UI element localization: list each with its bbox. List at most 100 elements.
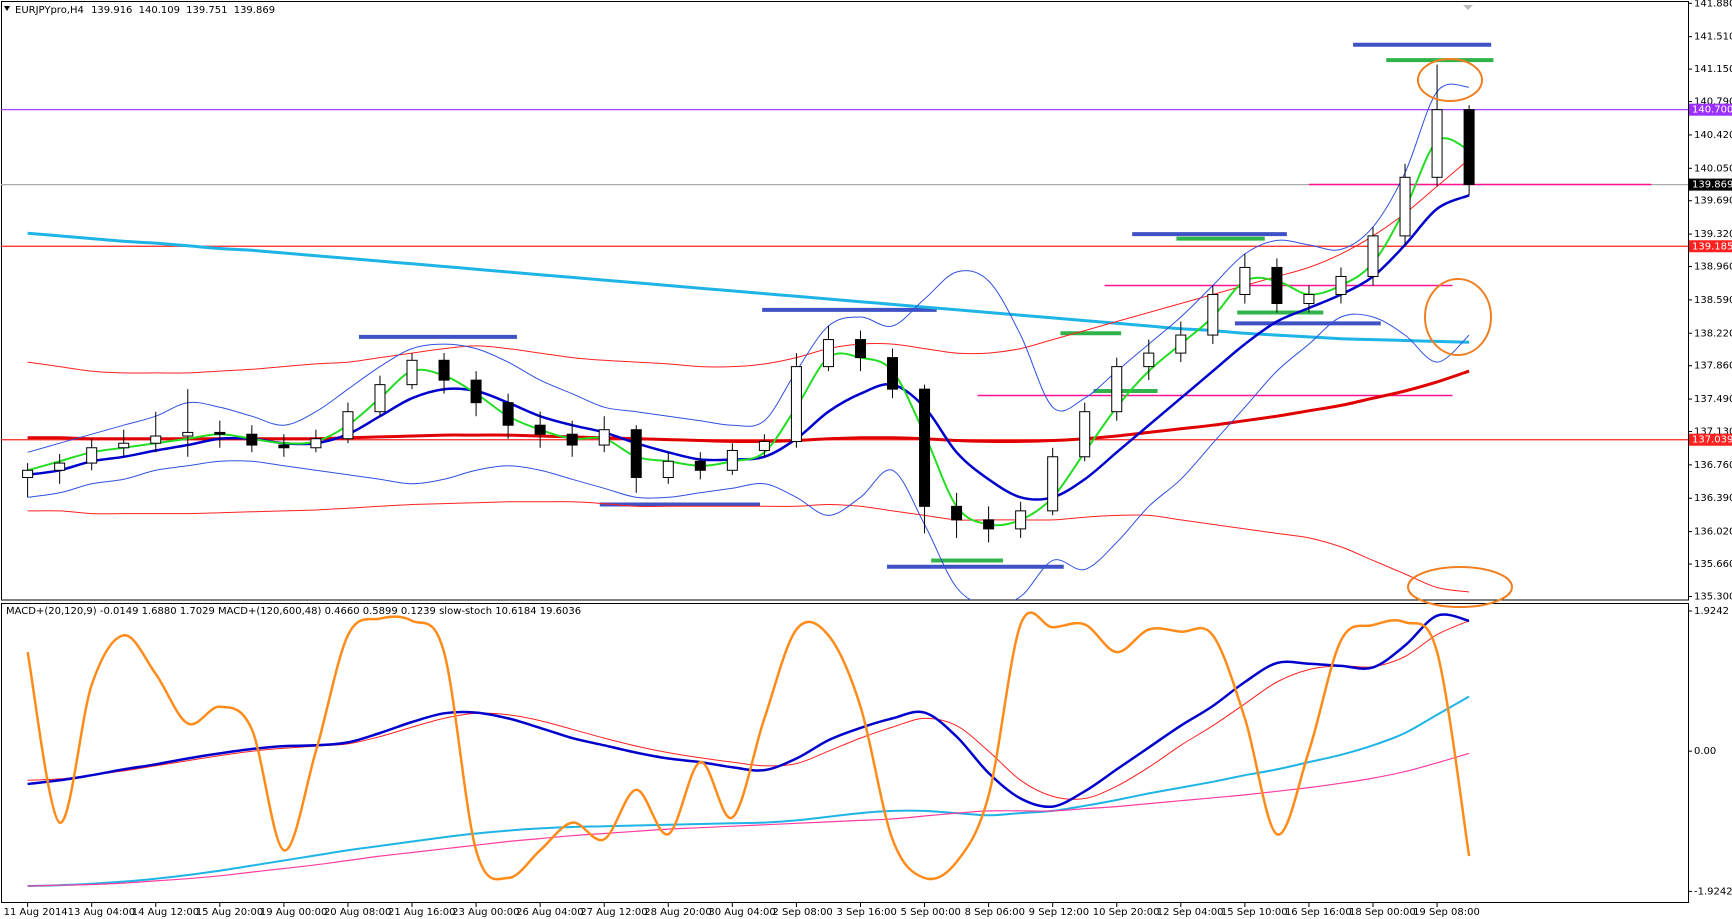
indicator-panel-frame	[1, 603, 1689, 903]
x-tick-label: 27 Aug 12:00	[580, 907, 647, 918]
x-tick-label: 5 Sep 00:00	[901, 907, 961, 918]
level-price-box	[1689, 103, 1732, 116]
candle-body	[1303, 293, 1315, 305]
x-tick-label: 23 Aug 00:00	[452, 907, 519, 918]
annotations	[4, 5, 1513, 608]
y-tick-label: 0.00	[1694, 746, 1716, 757]
candle-body	[662, 460, 674, 478]
x-tick-label: 15 Aug 20:00	[196, 907, 263, 918]
indicator-line	[27, 158, 1470, 374]
candle-body	[534, 424, 546, 435]
y-tick-label: 139.690	[1694, 196, 1732, 207]
candle-body	[854, 339, 866, 359]
highlight-ellipse	[1417, 58, 1483, 102]
x-tick-label: 28 Aug 20:00	[644, 907, 711, 918]
candle-body	[566, 433, 578, 446]
candle-body	[502, 402, 514, 426]
level-price-label: 139.185	[1692, 241, 1732, 252]
indicator-line	[27, 620, 1470, 800]
y-tick-label: 138.590	[1694, 295, 1732, 306]
candle-body	[1207, 293, 1219, 336]
highlight-ellipse	[1424, 278, 1492, 356]
candle-body	[951, 505, 963, 521]
y-tick-label: 138.960	[1694, 262, 1732, 273]
indicator-line	[27, 369, 1470, 444]
indicator-line	[27, 695, 1470, 887]
y-tick-label: 137.130	[1694, 427, 1732, 438]
x-tick-label: 30 Aug 04:00	[708, 907, 775, 918]
candle-body	[1239, 266, 1251, 295]
candle-body	[54, 462, 66, 471]
candle-body	[598, 429, 610, 446]
x-tick-label: 21 Aug 16:00	[388, 907, 455, 918]
ohlc-value: 140.109	[139, 5, 180, 16]
level-price-box	[1689, 240, 1732, 253]
x-tick-label: 3 Sep 16:00	[836, 907, 896, 918]
candle-body	[86, 447, 98, 464]
candle-body	[1015, 510, 1027, 530]
y-tick-label: 136.390	[1694, 493, 1732, 504]
candle-body	[1047, 456, 1059, 512]
x-tick-label: 8 Sep 06:00	[965, 907, 1025, 918]
y-tick-label: 141.880	[1694, 0, 1732, 9]
axes: 141.880 141.510 141.150 140.790 140.420 140.0…	[4, 0, 1732, 918]
symbol: EURJPYpro,H4	[15, 5, 84, 16]
x-tick-label: 14 Aug 12:00	[132, 907, 199, 918]
indicator-line	[27, 83, 1470, 453]
candle-body	[887, 357, 899, 390]
x-tick-label: 19 Sep 08:00	[1413, 907, 1480, 918]
x-tick-label: 10 Sep 20:00	[1093, 907, 1160, 918]
candle-body	[1335, 275, 1347, 295]
candle-body	[406, 359, 418, 386]
candle-body	[214, 431, 226, 435]
candle-body	[150, 435, 162, 444]
y-tick-label: 135.660	[1694, 559, 1732, 570]
candle-body	[278, 444, 290, 449]
indicator-line	[27, 313, 1470, 600]
candle-body	[1463, 109, 1475, 186]
level-price-label: 137.039	[1692, 435, 1732, 446]
indicator-line	[26, 611, 1471, 881]
x-tick-label: 18 Sep 00:00	[1349, 907, 1416, 918]
candle-body	[630, 429, 642, 478]
candle-body	[1431, 109, 1443, 178]
y-tick-label: 137.860	[1694, 361, 1732, 372]
candle-body	[1175, 334, 1187, 354]
candle-body	[1111, 366, 1123, 413]
indicator-line	[27, 137, 1470, 527]
candle-body	[1271, 266, 1283, 305]
scroll-marker	[1463, 5, 1473, 10]
candle-body	[342, 411, 354, 440]
indicator-line	[27, 752, 1470, 887]
x-tick-label: 20 Aug 08:00	[324, 907, 391, 918]
candle-body	[822, 339, 834, 368]
indicator-line	[27, 613, 1470, 809]
candle-body	[790, 366, 802, 442]
candle-body	[758, 440, 770, 451]
highlight-ellipse	[1407, 566, 1513, 608]
y-tick-label: 138.220	[1694, 328, 1732, 339]
candle-body	[470, 379, 482, 404]
candle-body	[246, 433, 258, 446]
x-tick-label: 16 Sep 16:00	[1285, 907, 1352, 918]
indicator-line	[27, 501, 1470, 593]
candle-body	[1079, 411, 1091, 458]
x-tick-label: 13 Aug 04:00	[68, 907, 135, 918]
candle-body	[694, 460, 706, 471]
y-tick-label: 140.420	[1694, 130, 1732, 141]
y-tick-label: 140.790	[1694, 97, 1732, 108]
y-tick-label: -1.9242	[1694, 886, 1732, 897]
level-price-label: 139.869	[1692, 180, 1732, 191]
y-tick-label: 141.150	[1694, 64, 1732, 75]
ohlc-value: 139.751	[186, 5, 227, 16]
candle-body	[1399, 176, 1411, 237]
y-tick-label: 139.320	[1694, 229, 1732, 240]
ohlc-value: 139.869	[234, 5, 275, 16]
menu-marker	[4, 6, 10, 11]
x-tick-label: 12 Sep 04:00	[1157, 907, 1224, 918]
candle-body	[374, 384, 386, 413]
x-tick-label: 19 Aug 00:00	[260, 907, 327, 918]
